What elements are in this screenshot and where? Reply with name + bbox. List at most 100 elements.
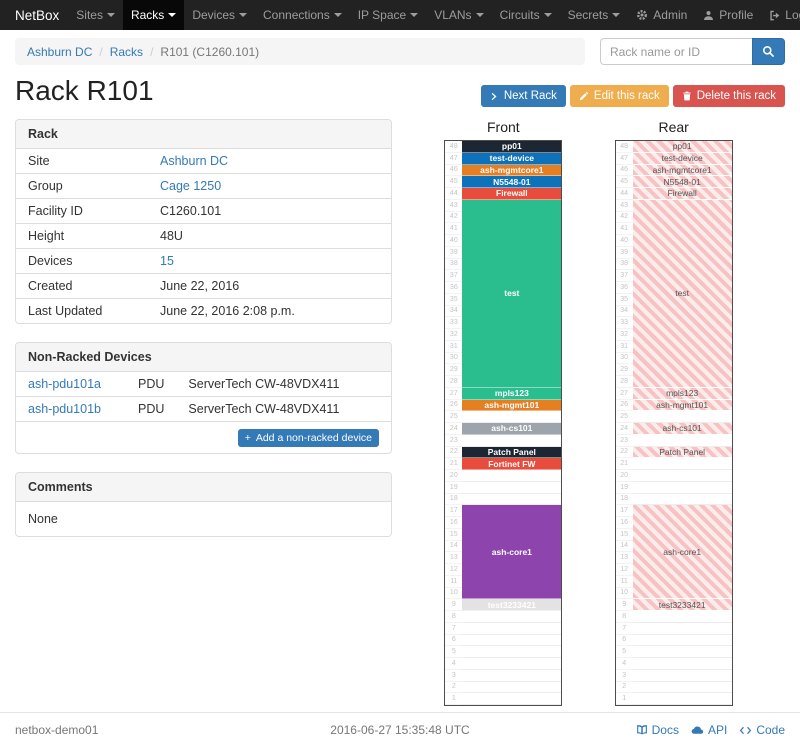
nav-item-ip-space[interactable]: IP Space	[350, 0, 426, 30]
unit-number: 26	[615, 400, 633, 412]
nav-item-log-out[interactable]: Log out	[761, 0, 800, 30]
footer-links: Docs API Code	[528, 723, 785, 737]
rack-device-test[interactable]: test	[632, 199, 732, 388]
edit-rack-button[interactable]: Edit this rack	[569, 85, 669, 107]
navbar-right-menu: Admin Profile Log out	[628, 0, 800, 30]
attr-value: Ashburn DC	[148, 149, 391, 174]
logout-icon	[769, 10, 780, 21]
nav-item-admin[interactable]: Admin	[628, 0, 695, 30]
rack-device-n5548-01[interactable]: N5548-01	[632, 176, 732, 188]
unit-number: 38	[615, 259, 633, 271]
nav-item-secrets[interactable]: Secrets	[560, 0, 629, 30]
nav-item-label: Admin	[653, 8, 688, 22]
unit-number: 3	[615, 670, 633, 682]
rack-device-patch-panel[interactable]: Patch Panel	[462, 446, 562, 459]
next-rack-label: Next Rack	[503, 90, 557, 102]
rack-device-ash-cs101[interactable]: ash-cs101	[462, 423, 562, 435]
rack-attr-row: Facility ID C1260.101	[16, 198, 391, 224]
comments-panel-title: Comments	[16, 473, 391, 502]
rack-device-firewall[interactable]: Firewall	[632, 188, 732, 200]
device-name-link[interactable]: ash-pdu101a	[28, 377, 101, 391]
rear-title: Rear	[658, 119, 689, 135]
unit-number: 47	[615, 153, 633, 165]
add-nonracked-device-button[interactable]: + Add a non-racked device	[237, 429, 379, 447]
breadcrumb-item[interactable]: Ashburn DC	[27, 44, 93, 59]
rack-device-ash-core1[interactable]: ash-core1	[462, 505, 562, 600]
rack-device-mpls123[interactable]: mpls123	[462, 387, 562, 400]
unit-number: 35	[615, 294, 633, 306]
unit-number: 2	[445, 682, 463, 694]
attr-value-link[interactable]: Cage 1250	[160, 179, 222, 193]
trash-icon	[682, 91, 692, 101]
unit-number: 18	[615, 494, 633, 506]
rack-unit-empty	[632, 623, 732, 635]
unit-number: 12	[445, 564, 463, 576]
unit-number: 41	[445, 223, 463, 235]
rack-device-ash-mgmt101[interactable]: ash-mgmt101	[462, 399, 562, 412]
rack-device-test-device[interactable]: test-device	[632, 152, 732, 165]
rack-device-patch-panel[interactable]: Patch Panel	[632, 446, 732, 459]
device-name-link[interactable]: ash-pdu101b	[28, 402, 101, 416]
rack-device-pp01[interactable]: pp01	[462, 141, 562, 153]
rear-grid: 48 47 46 45 44 43 42 41 40 39 38 37 36 35 34 33 32 31 30 29…	[614, 140, 733, 706]
comments-panel: Comments None	[15, 472, 392, 537]
rack-device-test3233421[interactable]: test3233421	[632, 599, 732, 611]
nav-item-racks[interactable]: Racks	[122, 0, 185, 30]
rack-device-pp01[interactable]: pp01	[632, 141, 732, 153]
search-button[interactable]	[752, 38, 785, 65]
left-column: Rack Site Ashburn DC Group Cage 1250 Facilit…	[15, 119, 392, 555]
rack-device-n5548-01[interactable]: N5548-01	[462, 176, 562, 188]
unit-number: 27	[445, 388, 463, 400]
rack-device-test[interactable]: test	[462, 199, 562, 388]
unit-number: 10	[615, 588, 633, 600]
search-input[interactable]	[600, 38, 752, 65]
unit-number: 38	[445, 259, 463, 271]
attr-value-link[interactable]: Ashburn DC	[160, 154, 229, 168]
footer-link-api[interactable]: API	[691, 723, 727, 737]
delete-rack-button[interactable]: Delete this rack	[672, 85, 785, 107]
footer-hostname: netbox-demo01	[15, 723, 99, 737]
rack-device-firewall[interactable]: Firewall	[462, 188, 562, 200]
nav-item-vlans[interactable]: VLANs	[426, 0, 491, 30]
unit-number: 25	[445, 411, 463, 423]
rack-device-test3233421[interactable]: test3233421	[462, 599, 562, 611]
nav-item-sites[interactable]: Sites	[68, 0, 123, 30]
rack-device-fortinet-fw[interactable]: Fortinet FW	[462, 458, 562, 470]
next-rack-button[interactable]: Next Rack	[480, 85, 566, 107]
nav-item-label: IP Space	[357, 8, 407, 22]
rack-unit-empty	[632, 670, 732, 682]
breadcrumb-item[interactable]: Racks	[109, 44, 144, 59]
footer-link-docs[interactable]: Docs	[636, 723, 679, 737]
rack-device-mpls123[interactable]: mpls123	[632, 387, 732, 400]
unit-number: 35	[445, 294, 463, 306]
attr-label: Height	[16, 223, 148, 249]
unit-number: 3	[445, 670, 463, 682]
attr-label: Devices	[16, 248, 148, 274]
unit-number: 46	[445, 165, 463, 177]
attr-value-link[interactable]: 15	[160, 254, 174, 268]
rack-device-ash-mgmtcore1[interactable]: ash-mgmtcore1	[462, 164, 562, 177]
nav-item-circuits[interactable]: Circuits	[492, 0, 560, 30]
rack-device-ash-core1[interactable]: ash-core1	[632, 505, 732, 600]
front-title: Front	[486, 119, 520, 135]
nav-item-label: Circuits	[499, 8, 540, 22]
rack-device-ash-mgmtcore1[interactable]: ash-mgmtcore1	[632, 164, 732, 177]
nav-item-connections[interactable]: Connections	[255, 0, 350, 30]
nav-item-devices[interactable]: Devices	[184, 0, 255, 30]
rack-unit-empty	[462, 658, 562, 670]
caret-down-icon	[239, 13, 247, 17]
rack-unit-empty	[632, 693, 732, 705]
rack-device-test-device[interactable]: test-device	[462, 152, 562, 165]
breadcrumb-item: R101 (C1260.101)	[160, 44, 260, 59]
unit-number: 42	[445, 212, 463, 224]
unit-number: 11	[615, 576, 633, 588]
rack-device-ash-cs101[interactable]: ash-cs101	[632, 423, 732, 435]
unit-number: 28	[615, 376, 633, 388]
rack-unit-empty	[462, 635, 562, 647]
nonracked-body: ash-pdu101a PDU ServerTech CW-48VDX411 ash-…	[16, 372, 391, 421]
rack-unit-empty	[462, 623, 562, 635]
nav-item-profile[interactable]: Profile	[695, 0, 761, 30]
rack-device-ash-mgmt101[interactable]: ash-mgmt101	[632, 399, 732, 412]
navbar-brand[interactable]: NetBox	[15, 7, 60, 23]
footer-link-code[interactable]: Code	[739, 723, 785, 737]
